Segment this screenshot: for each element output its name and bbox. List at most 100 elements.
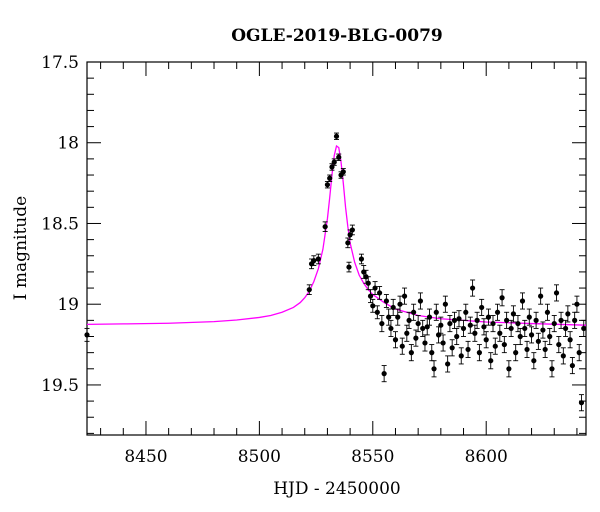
data-point bbox=[474, 317, 480, 323]
data-point bbox=[463, 309, 469, 315]
data-point bbox=[501, 341, 507, 348]
data-point bbox=[540, 327, 546, 333]
data-point bbox=[370, 303, 376, 309]
data-point bbox=[365, 280, 371, 286]
data-point bbox=[397, 301, 403, 307]
data-point bbox=[445, 361, 451, 367]
y-axis-label: I magnitude bbox=[11, 196, 31, 300]
data-point bbox=[447, 320, 453, 327]
data-point bbox=[84, 332, 90, 338]
data-point bbox=[549, 366, 555, 372]
data-point bbox=[399, 343, 405, 349]
data-point bbox=[578, 400, 585, 406]
data-point bbox=[306, 287, 312, 293]
data-point bbox=[581, 325, 587, 332]
data-point bbox=[506, 366, 512, 372]
data-point bbox=[401, 293, 408, 299]
data-point bbox=[415, 320, 421, 327]
data-point bbox=[395, 314, 401, 320]
data-point bbox=[322, 224, 328, 230]
data-point bbox=[510, 311, 517, 317]
data-point bbox=[558, 317, 564, 323]
data-point bbox=[533, 317, 539, 323]
data-point bbox=[572, 317, 578, 323]
data-point bbox=[526, 314, 532, 320]
data-point bbox=[411, 309, 417, 315]
data-point bbox=[481, 324, 487, 330]
data-point bbox=[574, 301, 580, 307]
x-tick-label: 8500 bbox=[238, 447, 281, 467]
data-point bbox=[483, 337, 489, 343]
data-point bbox=[565, 311, 571, 317]
data-point bbox=[513, 350, 519, 356]
data-point bbox=[538, 293, 544, 299]
data-point bbox=[542, 346, 548, 353]
data-point bbox=[472, 330, 478, 336]
data-point bbox=[556, 341, 562, 348]
data-point bbox=[547, 333, 553, 340]
data-point bbox=[551, 320, 557, 327]
data-point bbox=[381, 371, 387, 377]
data-point bbox=[519, 298, 526, 304]
data-point bbox=[524, 346, 530, 353]
x-tick-label: 8550 bbox=[351, 447, 394, 467]
data-point bbox=[433, 309, 439, 315]
model-curve bbox=[86, 144, 587, 326]
data-point bbox=[567, 337, 573, 343]
data-point bbox=[336, 154, 342, 160]
data-point bbox=[374, 309, 380, 315]
data-point bbox=[560, 353, 566, 359]
data-point bbox=[476, 350, 482, 356]
data-point bbox=[479, 304, 485, 311]
data-point bbox=[569, 362, 575, 369]
x-tick-label: 8450 bbox=[124, 447, 167, 467]
data-point bbox=[311, 258, 317, 264]
data-point bbox=[456, 316, 462, 322]
data-point bbox=[454, 333, 460, 340]
data-point bbox=[379, 320, 385, 327]
data-point bbox=[383, 298, 389, 304]
data-point bbox=[346, 264, 352, 270]
data-point bbox=[492, 343, 498, 349]
data-point bbox=[494, 309, 501, 315]
data-point bbox=[324, 182, 331, 188]
data-point bbox=[531, 358, 537, 364]
data-point bbox=[490, 320, 496, 327]
y-tick-label: 19.5 bbox=[41, 376, 79, 396]
y-tick-label: 19 bbox=[57, 295, 79, 315]
data-point bbox=[467, 322, 473, 328]
data-point bbox=[440, 340, 446, 346]
y-tick-label: 18 bbox=[57, 134, 79, 154]
plot-area: 8450 8500 8550 8600 17.5 18 18.5 19 19.5 bbox=[41, 53, 587, 467]
y-tick-label: 17.5 bbox=[41, 53, 79, 73]
data-point bbox=[451, 317, 458, 323]
data-point bbox=[333, 133, 340, 139]
data-point bbox=[485, 314, 492, 320]
data-point bbox=[406, 317, 412, 323]
data-point bbox=[508, 325, 514, 332]
data-point bbox=[460, 325, 467, 332]
data-point bbox=[417, 298, 424, 304]
data-point bbox=[420, 325, 426, 332]
data-point bbox=[469, 285, 476, 291]
data-point bbox=[544, 309, 551, 315]
data-point bbox=[372, 285, 378, 291]
data-point bbox=[386, 314, 392, 320]
data-point bbox=[331, 159, 337, 165]
data-point bbox=[349, 227, 355, 233]
data-point bbox=[426, 314, 433, 320]
data-point bbox=[458, 353, 464, 359]
data-point bbox=[422, 340, 428, 346]
data-point bbox=[392, 337, 399, 343]
data-point bbox=[497, 330, 503, 336]
data-point bbox=[367, 293, 374, 299]
data-point bbox=[562, 325, 569, 332]
data-point bbox=[576, 350, 582, 356]
data-point bbox=[528, 332, 535, 338]
data-point bbox=[504, 317, 510, 323]
data-point bbox=[517, 333, 523, 340]
data-point bbox=[438, 322, 444, 328]
data-point bbox=[465, 346, 471, 353]
x-axis-label: HJD - 2450000 bbox=[273, 479, 401, 499]
